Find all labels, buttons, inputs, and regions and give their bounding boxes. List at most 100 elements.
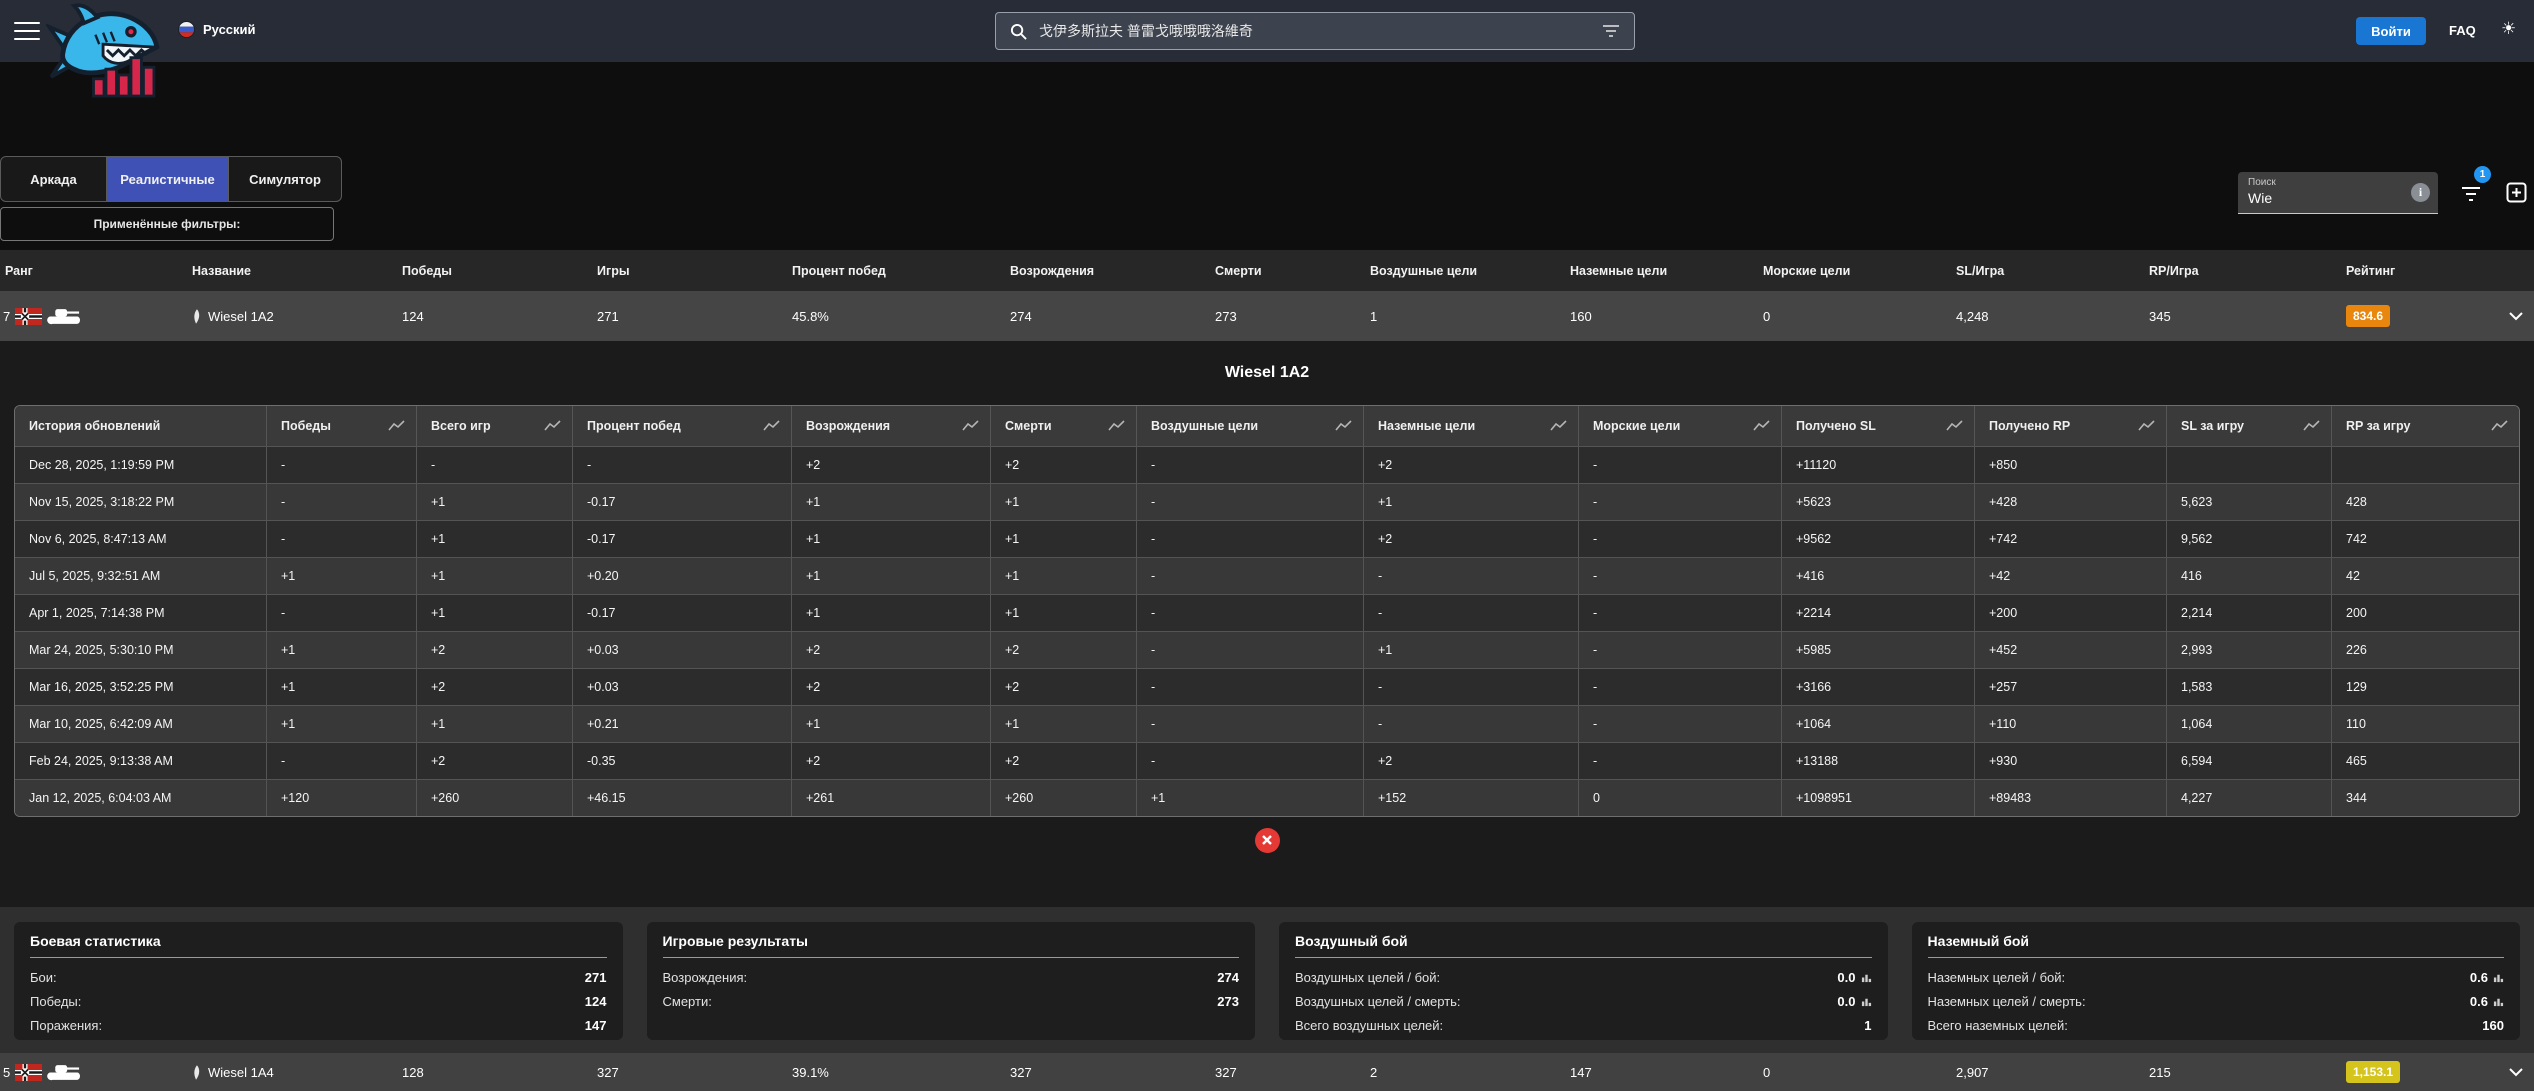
col-sl-per-game[interactable]: SL/Игра	[1956, 263, 2005, 278]
language-selector[interactable]: Русский	[178, 21, 256, 38]
trend-icon[interactable]	[2138, 420, 2156, 432]
history-row: Mar 16, 2025, 3:52:25 PM +1 +2 +0.03 +2 +2- - -…	[15, 668, 2519, 705]
history-row: Mar 10, 2025, 6:42:09 AM +1 +1 +0.21 +1 +1- - -…	[15, 705, 2519, 742]
hcol-air-targets[interactable]: Воздушные цели	[1137, 406, 1364, 446]
trend-icon[interactable]	[1108, 420, 1126, 432]
col-air-targets[interactable]: Воздушные цели	[1370, 263, 1478, 278]
filter-list-icon[interactable]	[2458, 180, 2484, 206]
login-button[interactable]: Войти	[2356, 17, 2426, 45]
col-rating[interactable]: Рейтинг	[2346, 263, 2396, 278]
card-title: Игровые результаты	[662, 933, 1239, 958]
faq-link[interactable]: FAQ	[2449, 23, 2476, 38]
trend-icon[interactable]	[763, 420, 781, 432]
stat-label: Победы:	[30, 993, 82, 1009]
trend-icon[interactable]	[2303, 420, 2321, 432]
mini-bar-chart-icon[interactable]	[2493, 996, 2504, 1007]
history-row: Nov 15, 2025, 3:18:22 PM - +1 -0.17 +1 +1- +1-…	[15, 483, 2519, 520]
col-deaths[interactable]: Смерти	[1215, 263, 1262, 278]
hcol-history[interactable]: История обновлений	[15, 406, 267, 446]
card-game-results: Игровые результаты Возрождения: 274 Смерт…	[646, 922, 1255, 1040]
stat-label: Всего воздушных целей:	[1295, 1017, 1444, 1033]
close-icon[interactable]	[1254, 827, 1280, 853]
history-row: Jan 12, 2025, 6:04:03 AM +120 +260 +46.15 +2…	[15, 779, 2519, 816]
vehicle-name[interactable]: Wiesel 1A4	[208, 1064, 274, 1080]
hcol-deaths[interactable]: Смерти	[991, 406, 1137, 446]
trend-icon[interactable]	[1753, 420, 1771, 432]
trend-icon[interactable]	[1550, 420, 1568, 432]
col-naval-targets[interactable]: Морские цели	[1763, 263, 1851, 278]
hcol-sl-per-game[interactable]: SL за игру	[2167, 406, 2332, 446]
vehicle-row-wiesel-1a4[interactable]: 5 Wiesel 1A4 128 327 39.1% 327 327 2 147…	[0, 1053, 2534, 1091]
hcol-rp-per-game[interactable]: RP за игру	[2332, 406, 2519, 446]
hcol-ground-targets[interactable]: Наземные цели	[1364, 406, 1579, 446]
hcol-total-games[interactable]: Всего игр	[417, 406, 573, 446]
filter-sort-icon[interactable]	[1602, 24, 1620, 38]
col-rank[interactable]: Ранг	[5, 263, 33, 278]
deaths-value: 273	[1215, 308, 1237, 324]
vehicle-search-input[interactable]: Поиск Wie i	[2238, 172, 2438, 214]
stat-value: 273	[1217, 993, 1239, 1009]
vehicle-name[interactable]: Wiesel 1A2	[208, 308, 274, 324]
col-wins[interactable]: Победы	[402, 263, 452, 278]
vehicle-row-wiesel-1a2[interactable]: 7 Wiesel 1A2 124 271 45.8% 274 273 1 160…	[0, 291, 2534, 341]
info-icon[interactable]: i	[2411, 183, 2430, 202]
app-bar: Русский 戈伊多斯拉夫 普雷戈哦哦哦洛維奇 Войти FAQ ☀	[0, 0, 2534, 98]
history-row: Feb 24, 2025, 9:13:38 AM - +2 -0.35 +2 +2- +2-…	[15, 742, 2519, 779]
card-title: Боевая статистика	[30, 933, 607, 958]
vehicle-table-header: Ранг Название Победы Игры Процент побед …	[0, 250, 2534, 291]
trend-icon[interactable]	[388, 420, 406, 432]
stat-label: Всего наземных целей:	[1927, 1017, 2068, 1033]
rating-badge: 1,153.1	[2346, 1061, 2401, 1083]
rank-value: 5	[3, 1064, 11, 1080]
card-battle-stats: Боевая статистика Бои: 271 Победы: 124 Пор…	[14, 922, 623, 1040]
update-history-table: История обновлений Победы Всего игр Проц…	[14, 405, 2520, 817]
vehicle-search-value[interactable]: Wie	[2248, 190, 2273, 206]
card-ground-battle: Наземный бой Наземных целей / бой: 0.6 На…	[1911, 922, 2520, 1040]
player-search-bar[interactable]: 戈伊多斯拉夫 普雷戈哦哦哦洛維奇	[995, 12, 1635, 50]
tab-realistic[interactable]: Реалистичные	[107, 157, 229, 201]
naval-targets-value: 0	[1763, 308, 1771, 324]
stat-value: 147	[584, 1017, 607, 1033]
trend-icon[interactable]	[962, 420, 980, 432]
stat-value: 0.6	[2469, 993, 2488, 1009]
site-logo-shark-icon[interactable]	[46, 2, 164, 98]
col-spawns[interactable]: Возрождения	[1010, 263, 1095, 278]
vehicle-type-icon	[194, 1064, 200, 1080]
player-search-value[interactable]: 戈伊多斯拉夫 普雷戈哦哦哦洛維奇	[1039, 23, 1253, 39]
col-winrate[interactable]: Процент побед	[792, 263, 886, 278]
toolbar-area: Аркада Реалистичные Симулятор Применённы…	[0, 62, 2534, 250]
tab-arcade[interactable]: Аркада	[1, 157, 107, 201]
theme-toggle-sun-icon[interactable]: ☀	[2501, 19, 2517, 38]
chevron-down-icon[interactable]	[2501, 311, 2524, 321]
col-rp-per-game[interactable]: RP/Игра	[2149, 263, 2199, 278]
chevron-down-icon[interactable]	[2501, 1067, 2524, 1077]
col-games[interactable]: Игры	[597, 263, 630, 278]
germany-flag-icon	[15, 307, 43, 325]
col-ground-targets[interactable]: Наземные цели	[1570, 263, 1668, 278]
mini-bar-chart-icon[interactable]	[1861, 996, 1872, 1007]
stat-value: 124	[584, 993, 607, 1009]
logo-bar-chart	[92, 56, 156, 98]
hcol-rp-earned[interactable]: Получено RP	[1975, 406, 2167, 446]
history-row: Dec 28, 2025, 1:19:59 PM - - - +2 +2- +2- +1112…	[15, 446, 2519, 483]
vehicle-search-label: Поиск	[2248, 177, 2276, 188]
russian-flag-icon	[178, 21, 195, 38]
hcol-winrate[interactable]: Процент побед	[573, 406, 792, 446]
mini-bar-chart-icon[interactable]	[2493, 972, 2504, 983]
trend-icon[interactable]	[544, 420, 562, 432]
hcol-sl-earned[interactable]: Получено SL	[1782, 406, 1975, 446]
hcol-wins[interactable]: Победы	[267, 406, 417, 446]
trend-icon[interactable]	[1335, 420, 1353, 432]
trend-icon[interactable]	[2491, 420, 2509, 432]
vehicle-detail-panel: Wiesel 1A2 История обновлений Победы Все…	[0, 341, 2534, 1055]
hcol-naval-targets[interactable]: Морские цели	[1579, 406, 1782, 446]
add-column-icon[interactable]	[2506, 182, 2527, 203]
applied-filters-box: Применённые фильтры:	[0, 207, 334, 241]
tab-simulator[interactable]: Симулятор	[249, 171, 321, 187]
col-name[interactable]: Название	[192, 263, 252, 278]
hcol-spawns[interactable]: Возрождения	[792, 406, 991, 446]
stat-value: 274	[1217, 969, 1239, 985]
mini-bar-chart-icon[interactable]	[1861, 972, 1872, 983]
trend-icon[interactable]	[1946, 420, 1964, 432]
menu-icon[interactable]	[14, 22, 40, 40]
